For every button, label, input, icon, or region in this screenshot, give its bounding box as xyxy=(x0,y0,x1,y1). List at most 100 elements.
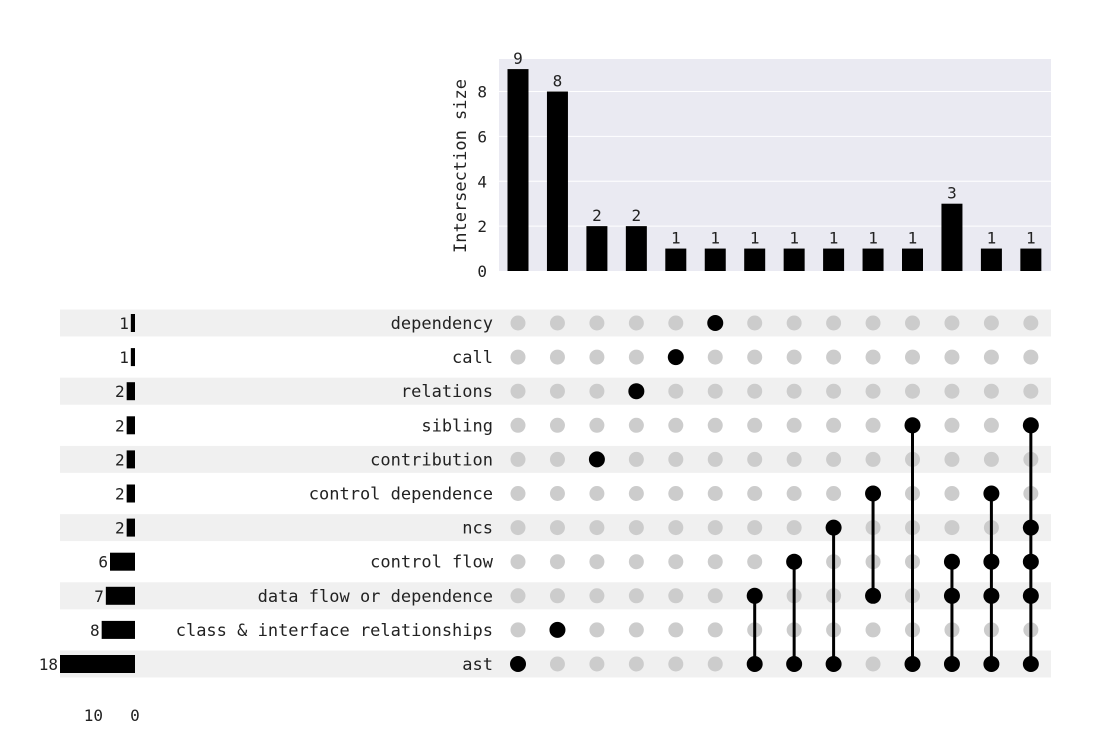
matrix-dot-inactive xyxy=(747,349,763,365)
matrix-dot-active xyxy=(1022,587,1039,604)
matrix-dot-inactive xyxy=(628,588,644,604)
matrix-dot-active xyxy=(865,485,882,502)
matrix-dot-active xyxy=(865,587,882,604)
matrix-dot-inactive xyxy=(707,383,723,399)
matrix-dot-inactive xyxy=(826,486,842,501)
matrix-dot-inactive xyxy=(549,486,565,501)
set-size-label: 2 xyxy=(115,485,125,504)
intersection-bar-label: 2 xyxy=(632,206,642,225)
matrix-dot-inactive xyxy=(707,588,723,604)
matrix-dot-inactive xyxy=(589,554,605,570)
matrix-dot-inactive xyxy=(747,417,763,433)
matrix-dot-inactive xyxy=(510,486,526,501)
y-axis-label: Intersection size xyxy=(451,79,471,253)
matrix-dot-inactive xyxy=(628,315,644,331)
set-size-bar xyxy=(126,518,135,537)
matrix-dot-inactive xyxy=(668,554,684,570)
set-size-bar xyxy=(105,586,135,605)
matrix-dot-inactive xyxy=(747,383,763,399)
matrix-dot-inactive xyxy=(786,520,802,536)
matrix-dot-active xyxy=(667,349,684,366)
intersection-bar-label: 1 xyxy=(789,229,799,248)
matrix-dot-inactive xyxy=(707,417,723,433)
matrix-dot-inactive xyxy=(510,520,526,536)
intersection-bar xyxy=(546,91,568,271)
set-size-label: 2 xyxy=(115,382,125,401)
matrix-dot-inactive xyxy=(510,383,526,399)
matrix-dot-inactive xyxy=(826,349,842,365)
matrix-dot-active xyxy=(786,656,803,672)
matrix-dot-inactive xyxy=(786,315,802,331)
matrix-dot-inactive xyxy=(510,588,526,604)
matrix-dot-inactive xyxy=(1023,315,1039,331)
matrix-dot-inactive xyxy=(826,383,842,399)
set-size-bar xyxy=(126,416,135,435)
intersection-bar xyxy=(704,248,726,271)
matrix-dot-inactive xyxy=(944,383,960,399)
matrix-dot-inactive xyxy=(707,656,723,672)
matrix-dot-inactive xyxy=(589,315,605,331)
matrix-dot-inactive xyxy=(510,554,526,570)
intersection-bar xyxy=(586,226,608,271)
set-label: dependency xyxy=(391,314,493,334)
set-size-label: 8 xyxy=(90,621,100,640)
matrix-dot-inactive xyxy=(707,349,723,365)
matrix-dot-inactive xyxy=(865,383,881,399)
matrix-dot-active xyxy=(786,553,803,570)
set-size-label: 18 xyxy=(39,655,58,674)
set-size-label: 1 xyxy=(119,314,129,333)
intersection-bar xyxy=(823,248,845,271)
matrix-dot-active xyxy=(1022,656,1039,672)
y-tick-label: 8 xyxy=(477,83,487,102)
matrix-dot-inactive xyxy=(905,349,920,365)
matrix-dot-inactive xyxy=(510,451,526,467)
matrix-dot-active xyxy=(549,621,566,638)
matrix-dot-inactive xyxy=(826,417,842,433)
matrix-dot-inactive xyxy=(983,417,999,433)
matrix-dot-inactive xyxy=(865,451,881,467)
matrix-dot-inactive xyxy=(549,554,565,570)
matrix-dot-active xyxy=(825,519,842,536)
matrix-dot-inactive xyxy=(865,656,881,672)
matrix-dot-inactive xyxy=(628,622,644,638)
matrix-dot-inactive xyxy=(668,486,684,501)
intersection-bar-label: 1 xyxy=(750,229,760,248)
set-label: contribution xyxy=(370,450,493,470)
matrix-dot-inactive xyxy=(944,451,960,467)
set-label: control flow xyxy=(370,553,494,573)
matrix-dot-active xyxy=(1022,417,1039,434)
matrix-dot-active xyxy=(943,553,960,570)
matrix-dot-inactive xyxy=(983,349,999,365)
set-size-bar xyxy=(126,450,135,469)
matrix-dot-inactive xyxy=(549,417,565,433)
matrix-dot-inactive xyxy=(983,315,999,331)
matrix-dot-inactive xyxy=(668,417,684,433)
matrix-dot-inactive xyxy=(668,520,684,536)
matrix-dot-inactive xyxy=(668,588,684,604)
set-size-bar xyxy=(101,620,135,639)
matrix-dot-active xyxy=(1022,519,1039,536)
matrix-dot-inactive xyxy=(668,451,684,467)
matrix-dot-active xyxy=(904,656,921,672)
matrix-dot-inactive xyxy=(944,486,960,501)
set-size-label: 7 xyxy=(94,587,104,606)
matrix-dot-inactive xyxy=(983,383,999,399)
matrix-dot-active xyxy=(983,485,1000,502)
matrix-dot-inactive xyxy=(628,554,644,570)
intersection-bar-label: 1 xyxy=(908,229,918,248)
matrix-dot-inactive xyxy=(549,315,565,331)
matrix-dot-inactive xyxy=(865,417,881,433)
set-label: control dependence xyxy=(309,485,493,505)
matrix-dot-inactive xyxy=(549,656,565,672)
intersection-bar xyxy=(783,248,805,271)
matrix-dot-inactive xyxy=(628,656,644,672)
matrix-dot-inactive xyxy=(668,656,684,672)
matrix-dot-inactive xyxy=(707,451,723,467)
matrix-dot-active xyxy=(1022,553,1039,570)
set-size-label: 1 xyxy=(119,348,129,367)
matrix-dot-inactive xyxy=(865,349,881,365)
set-size-label: 2 xyxy=(115,416,125,435)
matrix-dot-inactive xyxy=(944,417,960,433)
set-size-label: 2 xyxy=(115,450,125,469)
intersection-bar xyxy=(665,248,687,271)
